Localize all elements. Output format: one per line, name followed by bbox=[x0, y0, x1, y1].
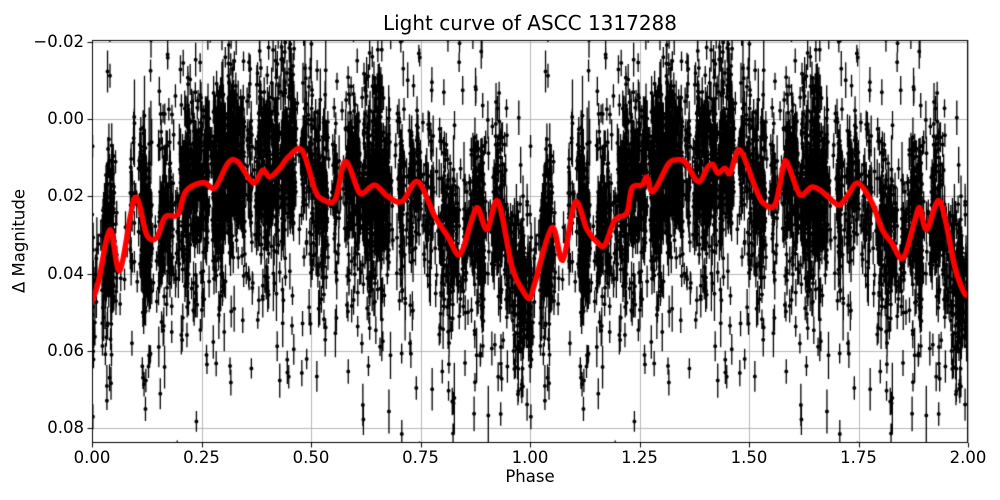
x-tick-label: 1.75 bbox=[840, 448, 877, 467]
chart-title: Light curve of ASCC 1317288 bbox=[382, 11, 678, 35]
y-tick-label: 0.02 bbox=[47, 186, 84, 206]
x-axis-label: Phase bbox=[505, 467, 555, 486]
y-tick-label: 0.00 bbox=[47, 108, 84, 128]
y-tick-label: 0.06 bbox=[47, 340, 84, 360]
x-tick-label: 0.50 bbox=[292, 448, 330, 467]
x-tick-label: 1.00 bbox=[511, 448, 549, 467]
x-tick-label: 0.25 bbox=[183, 448, 220, 467]
x-tick-label: 2.00 bbox=[949, 448, 987, 467]
y-tick-label: 0.04 bbox=[47, 263, 84, 283]
x-tick-label: 0.75 bbox=[402, 448, 439, 467]
y-tick-label: −0.02 bbox=[33, 31, 84, 51]
x-tick-label: 1.50 bbox=[730, 448, 768, 467]
y-axis-label: Δ Magnitude bbox=[9, 189, 29, 293]
y-tick-label: 0.08 bbox=[47, 417, 84, 437]
x-tick-label: 0.00 bbox=[73, 448, 111, 467]
x-tick-label: 1.25 bbox=[621, 448, 658, 467]
